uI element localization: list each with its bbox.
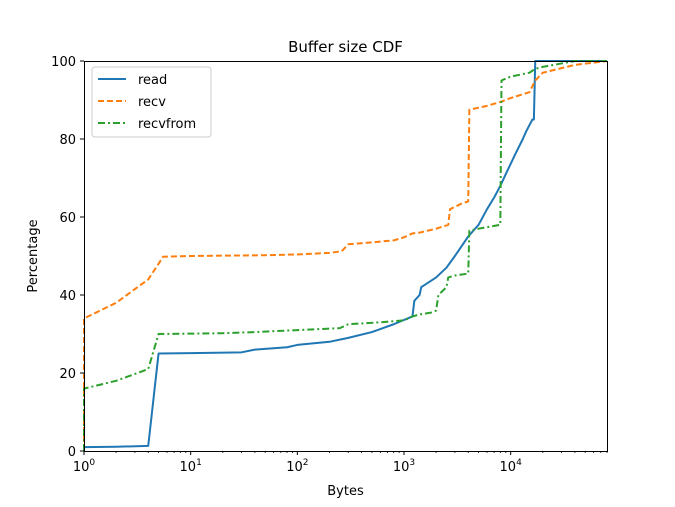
y-tick-label: 100 [51, 55, 76, 70]
legend-box [91, 66, 212, 138]
legend-label-recvfrom: recvfrom [138, 117, 196, 132]
chart-title: Buffer size CDF [288, 38, 403, 56]
x-axis: 100 101 102 103 104 [73, 451, 608, 475]
y-axis: 0 20 40 60 80 100 [51, 55, 84, 460]
x-tick-label: 101 [180, 458, 202, 475]
x-tick-label: 102 [286, 458, 308, 475]
legend: read recv recvfrom [91, 66, 212, 138]
plot-frame [84, 61, 608, 452]
legend-label-read: read [138, 73, 167, 88]
y-tick-label: 80 [59, 133, 76, 148]
y-tick-label: 60 [59, 211, 76, 226]
x-axis-label: Bytes [327, 484, 364, 499]
y-tick-label: 40 [59, 289, 76, 304]
series-line-read [83, 60, 607, 449]
plot-lines [83, 60, 608, 451]
x-tick-label: 103 [393, 458, 415, 475]
series-line-recv [83, 60, 608, 451]
legend-label-recv: recv [138, 95, 166, 110]
y-tick-label: 20 [59, 367, 76, 382]
series-line-recvfrom [83, 60, 607, 451]
x-tick-label: 100 [73, 458, 96, 475]
x-tick-label: 104 [500, 458, 523, 475]
y-tick-label: 0 [68, 445, 76, 460]
y-axis-label: Percentage [26, 219, 41, 292]
